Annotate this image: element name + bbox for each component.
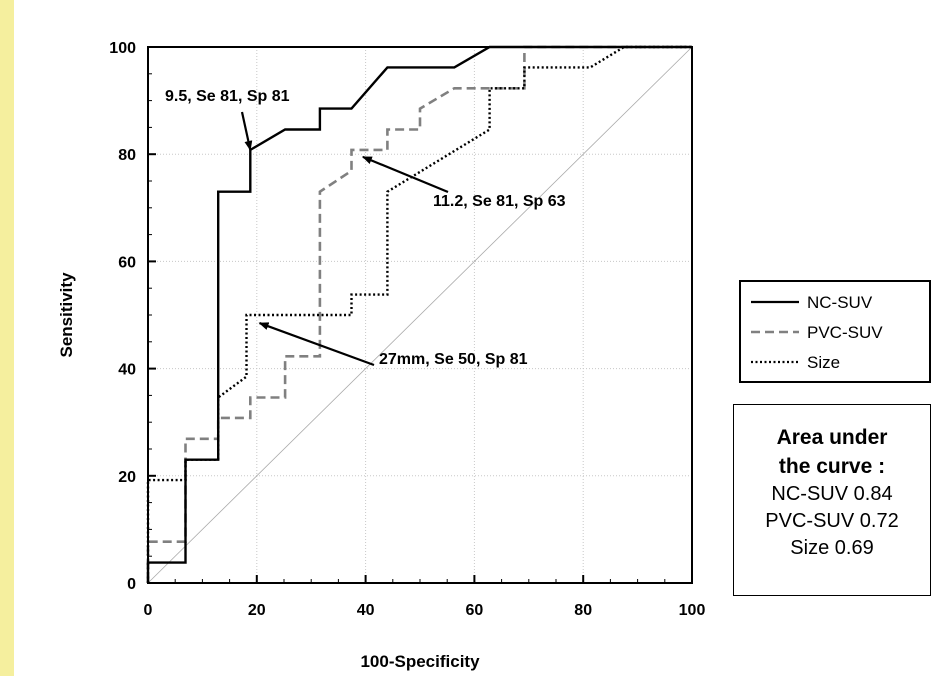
x-axis-title: 100-Specificity xyxy=(360,652,480,671)
y-tick-label-60: 60 xyxy=(118,254,136,271)
legend-label-pvc-suv: PVC-SUV xyxy=(807,323,883,342)
y-tick-label-100: 100 xyxy=(109,40,136,57)
auc-box: Area under the curve : NC-SUV 0.84 PVC-S… xyxy=(733,404,931,596)
roc-chart: 0 20 40 60 80 100 0 20 40 60 80 100 9.5, Se 81, Sp … xyxy=(57,40,705,671)
gridlines xyxy=(148,47,692,583)
series-line-size xyxy=(146,45,692,583)
auc-value-size: Size 0.69 xyxy=(790,537,874,559)
series-line-nc-suv xyxy=(146,45,692,583)
x-tick-label-20: 20 xyxy=(248,602,266,619)
annotation-label-2: 11.2, Se 81, Sp 63 xyxy=(433,193,566,210)
annotation-arrow-3 xyxy=(258,322,375,367)
x-tick-label-80: 80 xyxy=(574,602,592,619)
legend-label-nc-suv: NC-SUV xyxy=(807,293,873,312)
annotation-arrow-1 xyxy=(240,111,253,151)
y-tick-label-40: 40 xyxy=(118,362,136,379)
x-tick-label-100: 100 xyxy=(679,602,706,619)
chance-diagonal-line xyxy=(147,46,693,584)
legend: NC-SUV PVC-SUV Size xyxy=(739,280,931,383)
annotation-arrow-2 xyxy=(361,155,449,194)
y-tick-label-20: 20 xyxy=(118,469,136,486)
auc-title-line2: the curve : xyxy=(778,455,886,478)
x-tick-label-40: 40 xyxy=(357,602,375,619)
figure-canvas: 0 20 40 60 80 100 0 20 40 60 80 100 9.5, Se 81, Sp … xyxy=(14,0,935,676)
y-tick-label-0: 0 xyxy=(127,576,136,593)
series-line-pvc-suv xyxy=(146,45,692,583)
auc-value-nc-suv: NC-SUV 0.84 xyxy=(771,483,893,505)
y-axis-title: Sensitivity xyxy=(57,272,76,358)
legend-label-size: Size xyxy=(807,353,840,372)
x-tick-label-60: 60 xyxy=(466,602,484,619)
tick-labels: 0 20 40 60 80 100 0 20 40 60 80 100 xyxy=(109,40,705,619)
annotations: 9.5, Se 81, Sp 81 11.2, Se 81, Sp 63 27mm,… xyxy=(165,88,566,368)
tick-marks xyxy=(147,46,693,584)
reference-line-layer xyxy=(147,46,693,584)
series-layer xyxy=(146,45,692,583)
annotation-label-1: 9.5, Se 81, Sp 81 xyxy=(165,88,290,105)
y-tick-label-80: 80 xyxy=(118,147,136,164)
auc-value-pvc-suv: PVC-SUV 0.72 xyxy=(765,510,899,532)
auc-title-line1: Area under xyxy=(776,426,888,449)
annotation-label-3: 27mm, Se 50, Sp 81 xyxy=(379,351,528,368)
x-tick-label-0: 0 xyxy=(144,602,153,619)
